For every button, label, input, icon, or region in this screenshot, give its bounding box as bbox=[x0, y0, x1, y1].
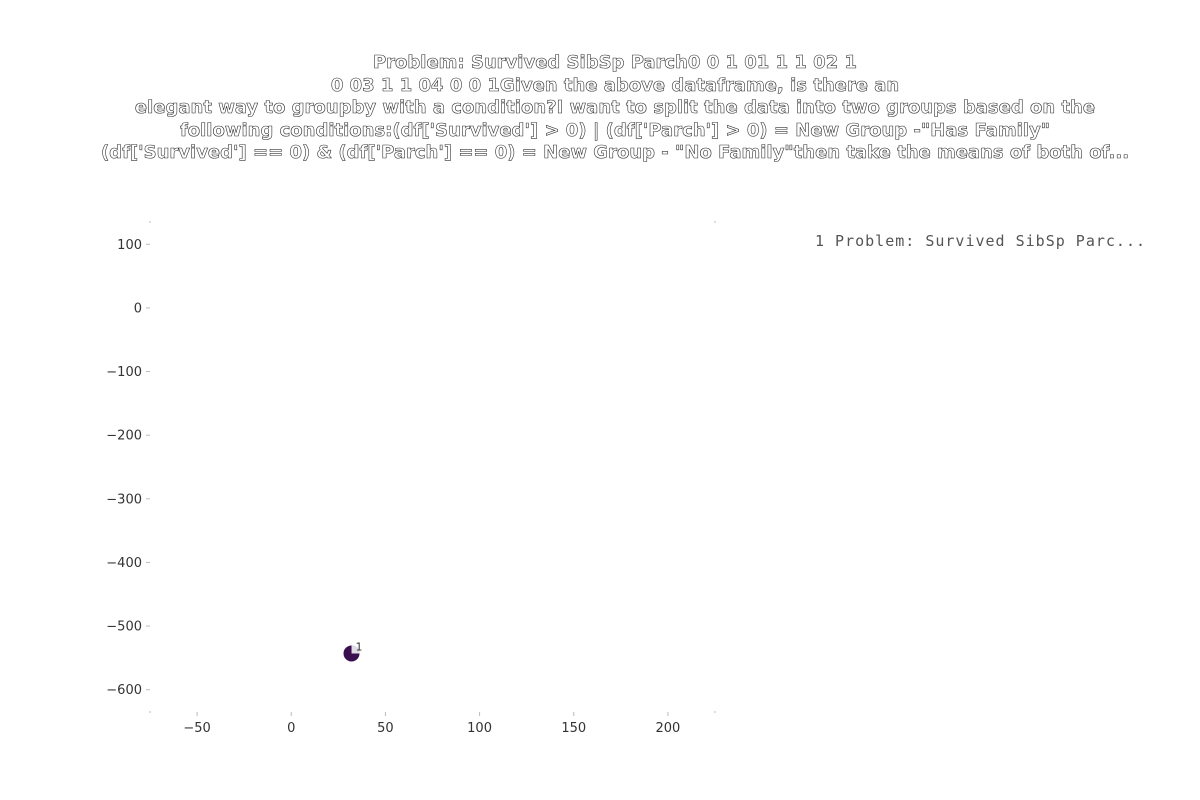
plot-corner-0 bbox=[149, 221, 151, 223]
y-tick-label: 0 bbox=[134, 301, 142, 316]
x-tick-label: 200 bbox=[656, 721, 681, 736]
data-points: 1 bbox=[343, 640, 363, 662]
legend: 1 Problem: Survived SibSp Parc... bbox=[815, 232, 1146, 250]
y-tick-label: −400 bbox=[106, 556, 142, 571]
x-tick-label: 0 bbox=[287, 721, 295, 736]
y-tick-label: −600 bbox=[106, 683, 142, 698]
legend-entry-label: 1 Problem: Survived SibSp Parc... bbox=[815, 232, 1146, 250]
y-tick-label: 100 bbox=[117, 238, 142, 253]
data-point-label: 1 bbox=[356, 640, 363, 653]
y-axis: 100 0 −100 −200 −300 −400 −500 −600 bbox=[106, 238, 150, 698]
data-point-highlight bbox=[351, 645, 360, 654]
plot-corner-3 bbox=[714, 711, 716, 713]
plot-corner-2 bbox=[149, 711, 151, 713]
x-tick-label: −50 bbox=[183, 721, 210, 736]
chart-title: Problem: Survived SibSp Parch0 0 1 01 1 … bbox=[100, 52, 1130, 164]
x-tick-label: 50 bbox=[377, 721, 394, 736]
x-tick-label: 150 bbox=[561, 721, 586, 736]
y-tick-label: −100 bbox=[106, 365, 142, 380]
plot-corner-1 bbox=[714, 221, 716, 223]
y-tick-label: −300 bbox=[106, 492, 142, 507]
plot-area bbox=[149, 221, 716, 713]
x-tick-label: 100 bbox=[467, 721, 492, 736]
y-tick-label: −500 bbox=[106, 620, 142, 635]
y-tick-label: −200 bbox=[106, 429, 142, 444]
x-axis: −50 0 50 100 150 200 bbox=[183, 712, 680, 736]
